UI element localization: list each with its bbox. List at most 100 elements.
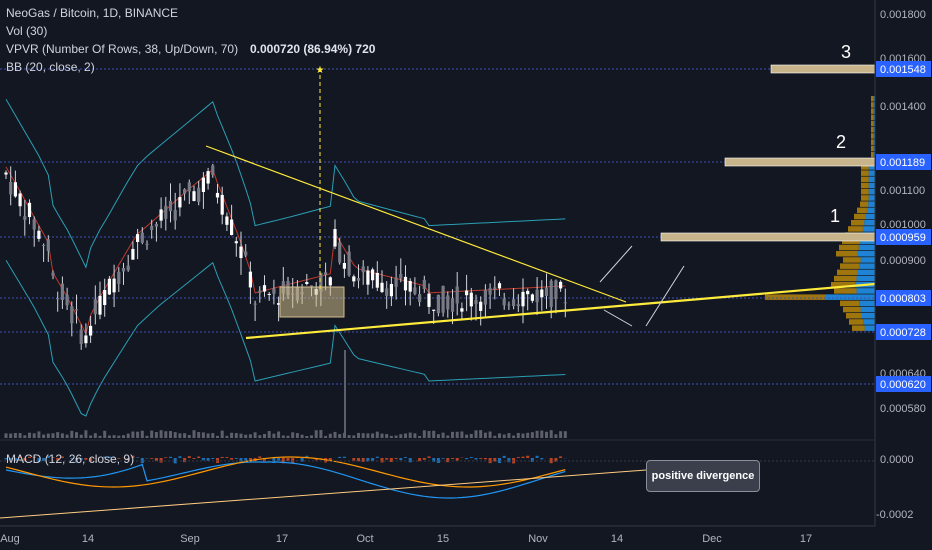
vpvr-up-row (856, 275, 875, 282)
volume-bar (563, 431, 567, 438)
candle-body (418, 294, 422, 303)
candle-body (211, 165, 215, 175)
target-level-bar (660, 232, 876, 242)
candle-body (112, 278, 116, 293)
candle-body (380, 282, 384, 293)
volume-bar (540, 430, 544, 438)
vpvr-up-row (857, 269, 875, 276)
macd-histogram-bar (136, 457, 140, 458)
macd-histogram-bar (4, 458, 8, 460)
vpvr-down-row (861, 189, 869, 195)
volume-bar (394, 435, 398, 438)
volume-bar (375, 431, 379, 438)
candle-body (42, 244, 46, 246)
macd-histogram-bar (164, 457, 168, 458)
macd-histogram-bar (234, 458, 238, 459)
bb-indicator-label[interactable]: BB (20, close, 2) (6, 60, 95, 74)
macd-histogram-bar (126, 458, 130, 461)
volume-bar (107, 435, 111, 438)
vol-indicator-label[interactable]: Vol (30) (6, 24, 48, 38)
candle-body (422, 279, 426, 289)
volume-bar (357, 432, 360, 438)
volume-bar (300, 434, 304, 438)
volume-bar (389, 435, 393, 438)
macd-histogram-bar (516, 457, 520, 458)
candle-body (507, 304, 511, 306)
candle-body (70, 306, 74, 324)
price-tag (876, 376, 931, 392)
vpvr-down-row (843, 306, 861, 313)
macd-histogram-bar (455, 458, 459, 461)
macd-histogram-bar (197, 456, 201, 458)
candle-body (159, 209, 163, 221)
macd-histogram-bar (183, 458, 187, 463)
volume-bar (28, 432, 31, 438)
candle-body (446, 295, 450, 310)
candle-body (131, 248, 135, 260)
bb-upper (5, 98, 566, 269)
vpvr-down-row (854, 213, 866, 220)
vpvr-down-row (861, 176, 869, 183)
price-tag-label: 0.000959 (880, 232, 926, 244)
vpvr-up-row (868, 189, 875, 195)
candle-body (150, 225, 154, 230)
vpvr-up-row (864, 220, 875, 226)
volume-bar (493, 435, 497, 438)
time-tick-label: Nov (528, 533, 548, 545)
candle-body (441, 285, 445, 313)
vpvr-down-row (871, 133, 874, 139)
bb-lower (5, 259, 566, 417)
candle-body (408, 281, 412, 292)
vpvr-up-row (859, 300, 875, 307)
candle-body (140, 232, 144, 243)
candle-body (168, 200, 173, 212)
range-box (279, 286, 345, 318)
volume-bar (451, 431, 454, 438)
vpvr-indicator-label[interactable]: VPVR (Number Of Rows, 38, Up/Down, 70) (6, 42, 239, 56)
price-tag-label: 0.000728 (880, 327, 926, 339)
candle-body (474, 299, 478, 304)
volume-bar (60, 433, 64, 438)
volume-bar (154, 432, 158, 438)
volume-bar (422, 430, 426, 438)
price-tag-label: 0.000620 (880, 379, 926, 391)
macd-histogram-bar (263, 458, 266, 462)
candle-body (234, 241, 238, 244)
candle-body (347, 251, 351, 276)
projection-arrow (599, 245, 633, 283)
macd-histogram-bar (277, 458, 281, 461)
volume-bar (418, 435, 422, 438)
volume-bar (9, 433, 13, 438)
macd-histogram-bar (281, 458, 285, 464)
symbol-title[interactable]: NeoGas / Bitcoin, 1D, BINANCE (6, 6, 179, 20)
macd-histogram-bar (112, 457, 116, 458)
candle-body (192, 191, 196, 201)
candle-body (79, 329, 83, 345)
vpvr-up-row (873, 114, 875, 121)
volume-bar (183, 433, 187, 438)
time-tick-label: 17 (276, 533, 288, 545)
macd-histogram-bar (549, 458, 553, 464)
macd-histogram-bar (493, 458, 497, 462)
macd-histogram-bar (84, 458, 88, 460)
ascending-trendline (245, 282, 876, 340)
volume-bar (201, 432, 205, 438)
price-tick-label: 0.001100 (880, 185, 925, 197)
volume-bar (145, 435, 149, 438)
vpvr-down-row (861, 195, 869, 201)
macd-histogram-bar (446, 458, 450, 463)
candle-body (342, 263, 346, 269)
vpvr-up-row (860, 238, 875, 245)
macd-histogram-bar (201, 458, 205, 461)
volume-bar (498, 433, 501, 438)
vpvr-up-row (873, 139, 875, 145)
vpvr-up-row (868, 201, 875, 207)
macd-legend[interactable]: MACD (12, 26, close, 9) (6, 452, 134, 466)
volume-bar (427, 430, 431, 438)
candle-body (460, 308, 464, 312)
price-tag (876, 290, 931, 306)
macd-histogram-bar (404, 457, 407, 458)
vpvr-down-row (857, 207, 867, 214)
candle-body (65, 294, 69, 306)
